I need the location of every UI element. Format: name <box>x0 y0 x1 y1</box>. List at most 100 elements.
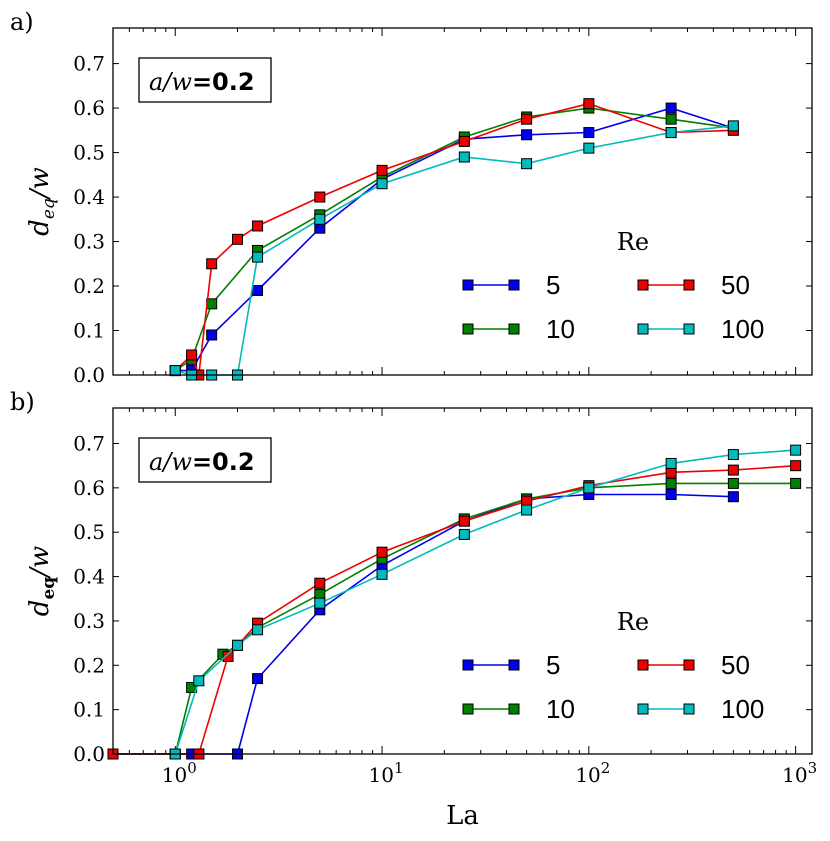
legend-label: 5 <box>546 270 560 300</box>
data-point <box>665 477 677 489</box>
x-tick-label: 103 <box>782 759 817 787</box>
x-tick-label: 100 <box>162 759 197 787</box>
data-point <box>376 164 388 176</box>
data-point <box>665 102 677 114</box>
panel-label: b) <box>10 388 35 416</box>
y-tick-label: 0.3 <box>73 609 105 633</box>
y-tick-label: 0.0 <box>73 363 105 387</box>
legend-label: 10 <box>546 694 575 724</box>
legend-marker <box>508 659 520 671</box>
y-tick-label: 0.5 <box>73 520 105 544</box>
data-point <box>521 504 533 516</box>
series-line <box>174 107 734 372</box>
y-axis-label: deq/w <box>25 546 59 616</box>
legend-marker <box>683 703 695 715</box>
data-point <box>790 477 802 489</box>
data-point <box>727 449 739 461</box>
legend-label: 10 <box>546 314 575 344</box>
annotation-text: a/w=0.2 <box>149 448 255 476</box>
data-point <box>583 142 595 154</box>
legend-title: Re <box>617 228 649 256</box>
legend-marker <box>683 279 695 291</box>
data-point <box>376 568 388 580</box>
data-point <box>458 515 470 527</box>
y-tick-label: 0.2 <box>73 653 105 677</box>
data-point <box>790 444 802 456</box>
data-point <box>252 220 264 232</box>
legend-label: 50 <box>721 270 750 300</box>
legend-marker <box>508 279 520 291</box>
data-point <box>206 329 218 341</box>
legend-label: 5 <box>546 650 560 680</box>
legend: Re 5 10 50 100 <box>462 228 764 344</box>
data-point <box>252 251 264 263</box>
data-point <box>458 151 470 163</box>
legend-marker <box>683 659 695 671</box>
data-point <box>665 113 677 125</box>
y-tick-label: 0.5 <box>73 141 105 165</box>
annotation-frame <box>138 437 272 483</box>
data-point <box>665 457 677 469</box>
data-point <box>727 464 739 476</box>
data-point <box>222 650 234 662</box>
data-point <box>252 284 264 296</box>
legend-entry-re-100: 100 <box>637 694 764 724</box>
legend-entry-re-50: 50 <box>637 650 750 680</box>
data-point <box>376 546 388 558</box>
data-point <box>521 158 533 170</box>
data-point <box>193 675 205 687</box>
data-point <box>583 98 595 110</box>
y-tick-label: 0.7 <box>73 431 105 455</box>
y-tick-label: 0.4 <box>73 565 105 589</box>
y-tick-label: 0.6 <box>73 476 105 500</box>
data-point <box>727 120 739 132</box>
data-point <box>583 482 595 494</box>
data-point <box>665 127 677 139</box>
x-tick-label: 102 <box>575 759 610 787</box>
data-point <box>252 673 264 685</box>
legend-marker <box>637 279 649 291</box>
plot-frame <box>112 27 813 376</box>
y-tick-label: 0.1 <box>73 319 105 343</box>
series-line <box>175 107 734 372</box>
legend-marker <box>462 703 474 715</box>
legend-label: 50 <box>721 650 750 680</box>
data-point <box>232 639 244 651</box>
y-tick-label: 0.1 <box>73 698 105 722</box>
series-re-10 <box>107 477 802 760</box>
plot-frame <box>112 407 813 755</box>
legend-entry-re-10: 10 <box>462 314 575 344</box>
data-point <box>314 213 326 225</box>
data-point <box>314 191 326 203</box>
legend-title: Re <box>617 608 649 636</box>
data-point <box>458 528 470 540</box>
data-point <box>521 129 533 141</box>
y-tick-label: 0.0 <box>73 742 105 766</box>
legend-entry-re-10: 10 <box>462 694 575 724</box>
panel-a: a) 0.0 0.1 0.2 0.3 0.4 0.5 0.6 0.7 a/w=0.2 Re 5 10 50… <box>10 8 813 387</box>
y-tick-label: 0.6 <box>73 96 105 120</box>
data-point <box>232 233 244 245</box>
series-re-100 <box>169 444 802 760</box>
legend-label: 100 <box>721 314 764 344</box>
y-tick-label: 0.2 <box>73 274 105 298</box>
y-tick-label: 0.3 <box>73 230 105 254</box>
legend: Re 5 10 50 100 <box>462 608 764 724</box>
series-re-50 <box>169 98 739 381</box>
legend-marker <box>462 659 474 671</box>
y-axis-label: deq/w <box>25 167 59 236</box>
data-point <box>314 577 326 589</box>
annotation-frame <box>138 57 272 103</box>
annotation-box: a/w=0.2 <box>138 57 272 103</box>
legend-marker <box>637 659 649 671</box>
annotation-box: a/w=0.2 <box>138 437 272 483</box>
data-point <box>186 349 198 361</box>
data-point <box>169 365 181 377</box>
annotation-text: a/w=0.2 <box>149 68 255 96</box>
legend-entry-re-100: 100 <box>637 314 764 344</box>
panel-label: a) <box>10 8 34 36</box>
legend-marker <box>508 703 520 715</box>
legend-marker <box>508 323 520 335</box>
series-line <box>174 102 734 376</box>
